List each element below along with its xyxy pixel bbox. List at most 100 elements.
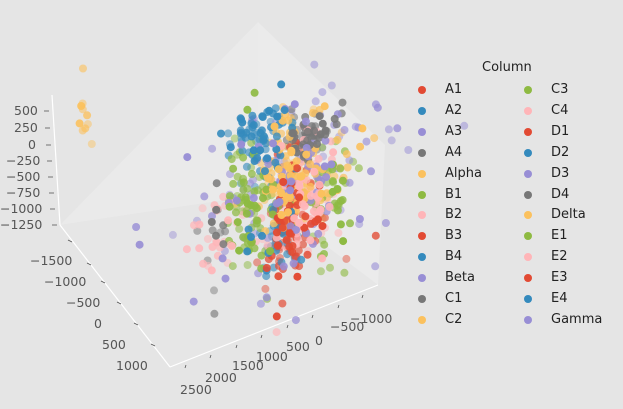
point-b2	[295, 218, 304, 227]
point-e4	[247, 233, 255, 241]
legend-label: D2	[551, 144, 570, 160]
point-e3	[320, 213, 329, 222]
point-c1	[207, 218, 216, 226]
point-d3	[208, 212, 216, 221]
point-a4	[338, 98, 347, 107]
point-c4	[195, 244, 204, 253]
legend-label: A4	[445, 144, 463, 160]
back-pane-left	[60, 22, 258, 225]
point-c4	[219, 192, 228, 201]
point-d2	[263, 154, 272, 163]
point-c4	[195, 220, 204, 229]
point-gamma	[289, 259, 298, 268]
legend-marker-icon	[418, 148, 426, 157]
point-d4	[303, 127, 312, 136]
legend-marker-icon	[418, 211, 426, 220]
point-b1	[229, 179, 238, 188]
x-tick-label: 500	[286, 339, 310, 354]
y-tick-mark	[116, 301, 122, 305]
point-e1	[252, 219, 261, 228]
point-a1	[274, 272, 283, 281]
point-d3	[393, 124, 402, 133]
point-d3	[381, 219, 390, 227]
point-d3	[218, 254, 227, 263]
point-a3	[384, 125, 393, 134]
legend-label: Delta	[551, 207, 586, 223]
point-b1	[230, 134, 239, 143]
legend-marker-icon	[524, 106, 532, 115]
point-b3	[300, 223, 309, 232]
legend-marker-icon	[524, 295, 532, 303]
point-c4	[203, 235, 212, 243]
point-e1	[235, 224, 244, 233]
point-a4	[318, 119, 327, 128]
legend-label: D4	[551, 186, 570, 202]
point-c1	[212, 179, 221, 188]
point-c3	[336, 164, 345, 173]
point-b4	[277, 80, 286, 89]
legend-marker-icon	[418, 106, 426, 115]
back-pane-right	[258, 22, 385, 285]
point-alpha	[75, 119, 84, 128]
legend-marker-icon	[524, 274, 532, 283]
point-alpha	[268, 185, 277, 194]
y-axis-line	[59, 224, 171, 368]
x-axis-line	[169, 284, 379, 368]
point-beta	[371, 262, 380, 271]
point-beta	[286, 186, 295, 195]
z-axis-line	[51, 94, 61, 226]
point-delta	[342, 150, 351, 159]
y-tick-mark	[133, 322, 139, 326]
point-a3	[340, 126, 349, 134]
legend-marker-icon	[524, 190, 532, 199]
point-c3	[336, 220, 345, 229]
point-delta	[358, 124, 367, 133]
scatter-points	[75, 60, 469, 337]
x-tick-mark	[337, 304, 340, 309]
point-b1	[262, 185, 271, 194]
point-alpha	[287, 146, 296, 155]
point-b2	[306, 191, 315, 200]
point-gamma	[269, 139, 277, 148]
point-a3	[460, 121, 469, 130]
point-c3	[339, 237, 348, 246]
point-beta	[345, 156, 354, 165]
point-e1	[243, 199, 252, 208]
point-b3	[288, 248, 297, 256]
point-a3	[132, 223, 141, 231]
point-b3	[295, 193, 304, 202]
point-b1	[239, 178, 248, 187]
point-e1	[231, 208, 240, 217]
x-tick-label: 2000	[205, 370, 237, 385]
point-c4	[208, 243, 217, 251]
y-tick-label: 1000	[116, 358, 148, 373]
legend-label: C4	[551, 102, 569, 118]
point-e3	[288, 242, 297, 250]
point-d1	[272, 312, 281, 321]
point-b1	[227, 155, 236, 164]
point-e3	[261, 284, 270, 293]
point-c4	[227, 242, 236, 250]
point-delta	[302, 150, 311, 159]
legend-marker-icon	[524, 315, 532, 324]
point-alpha	[277, 189, 286, 198]
legend-label: C2	[445, 311, 463, 327]
point-a1	[293, 272, 302, 281]
point-delta	[356, 142, 365, 151]
point-a2	[248, 111, 257, 120]
legend-label: A1	[445, 82, 463, 97]
point-a3	[189, 297, 198, 306]
point-d3	[221, 274, 230, 283]
point-a1	[279, 178, 288, 186]
point-c3	[328, 187, 337, 196]
point-a4	[313, 140, 321, 148]
x-tick-label: −1000	[350, 311, 393, 326]
point-d3	[327, 160, 336, 169]
y-tick-mark	[67, 239, 73, 243]
point-d3	[373, 103, 382, 112]
x-tick-mark	[286, 324, 289, 329]
legend-label: A3	[445, 123, 463, 139]
point-d3	[345, 178, 354, 187]
legend-label: E2	[551, 249, 568, 265]
